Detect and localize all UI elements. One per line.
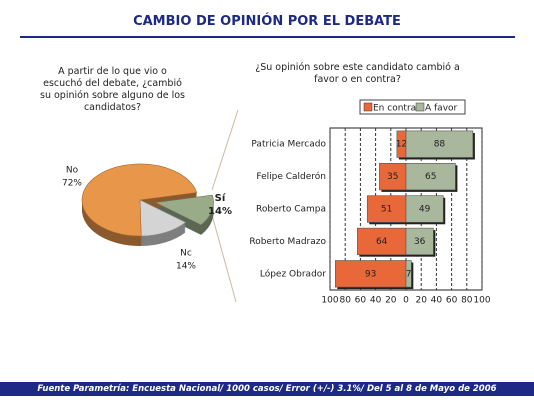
pie-label: No [66, 166, 79, 176]
legend-swatch [415, 102, 425, 112]
x-tick-label: 80 [339, 296, 351, 306]
footer: Fuente Parametría: Encuesta Nacional/ 10… [0, 382, 534, 396]
x-tick-label: 40 [431, 296, 443, 306]
bar [335, 260, 407, 288]
bar-value-label: 12 [396, 140, 407, 150]
x-tick-label: 60 [355, 296, 367, 306]
bar [366, 195, 407, 223]
category-label: Felipe Calderón [256, 171, 326, 182]
bar-value-label: 65 [425, 172, 436, 182]
bar [405, 195, 444, 223]
category-label: Patricia Mercado [251, 140, 326, 150]
pie-value-label: 14% [208, 206, 232, 217]
category-label: Roberto Campa [256, 205, 326, 215]
bar-value-label: 64 [376, 237, 388, 247]
x-tick-label: 60 [446, 296, 458, 306]
connector [211, 214, 237, 303]
bar-value-label: 49 [419, 205, 431, 215]
x-tick-label: 0 [403, 296, 409, 306]
x-tick-label: 100 [473, 296, 490, 306]
bar [379, 163, 407, 191]
category-label: Roberto Madrazo [249, 237, 326, 247]
x-tick-label: 100 [321, 296, 338, 306]
pie-value-label: 14% [176, 262, 196, 272]
legend-frame [359, 99, 466, 115]
pie-label: Sí [215, 192, 226, 204]
bar [357, 227, 407, 255]
bar-value-label: 88 [434, 140, 446, 150]
legend-label: En contra [373, 104, 416, 114]
bar-title: ¿Su opinión sobre este candidato cambió … [255, 62, 460, 85]
pie-title: A partir de lo que vio o escuchó del deb… [40, 66, 186, 113]
bar [405, 163, 456, 191]
connector [211, 109, 239, 191]
category-label: López Obrador [260, 268, 326, 279]
bar-value-label: 93 [365, 269, 376, 279]
pie-slice [139, 199, 187, 237]
pie-slice [81, 163, 198, 237]
legend-swatch [363, 102, 373, 112]
bar [405, 260, 412, 288]
bar-value-label: 51 [381, 205, 392, 215]
pie-value-label: 72% [62, 179, 82, 189]
bar [405, 227, 434, 255]
x-tick-label: 80 [461, 296, 473, 306]
bar-value-label: 36 [414, 237, 426, 247]
page-title: CAMBIO DE OPINIÓN POR EL DEBATE [133, 14, 401, 29]
bar-value-label: 7 [406, 269, 412, 279]
x-tick-label: 20 [415, 296, 427, 306]
pie-label: Nc [180, 249, 192, 259]
bar [405, 130, 474, 158]
pie-slice [154, 194, 214, 226]
legend-label: A favor [425, 104, 458, 114]
bar-value-label: 35 [387, 172, 398, 182]
x-tick-label: 40 [370, 296, 382, 306]
x-tick-label: 20 [385, 296, 397, 306]
